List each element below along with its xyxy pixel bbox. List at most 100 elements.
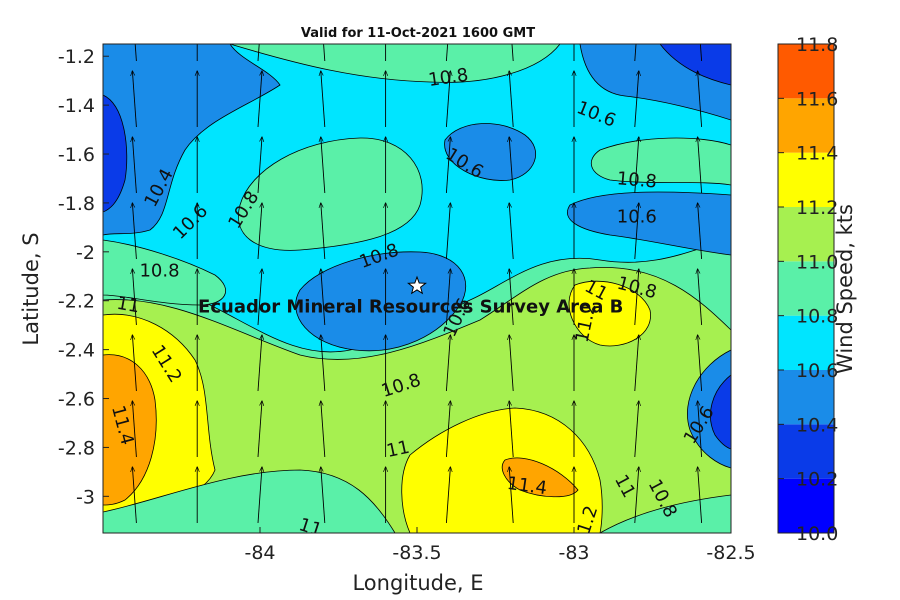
wind-arrow xyxy=(698,335,703,392)
wind-arrow xyxy=(323,44,326,62)
wind-arrow xyxy=(321,71,326,128)
wind-arrow xyxy=(257,137,262,194)
contour-fill-10-4-c xyxy=(444,123,536,181)
y-axis-ticks: -1.2 -1.4 -1.6 -1.8 -2 -2.2 -2.4 -2.6 -2.8 -3 xyxy=(58,46,109,508)
colorbar-tick-label: 11.4 xyxy=(796,143,838,165)
contour-label: 10.8 xyxy=(616,168,658,192)
location-star-marker xyxy=(407,275,427,295)
contour-fill-11-4-a xyxy=(103,354,157,506)
wind-arrow xyxy=(445,467,450,524)
colorbar-segment xyxy=(778,44,834,99)
survey-area-annotation: Ecuador Mineral Resources Survey Area B xyxy=(198,297,623,318)
y-tick-label: -1.2 xyxy=(58,46,95,68)
wind-arrow xyxy=(509,335,514,392)
colorbar-tick-label: 10.2 xyxy=(796,469,838,491)
wind-arrow xyxy=(445,71,450,128)
x-tick-label: -84 xyxy=(244,542,275,564)
wind-arrow xyxy=(634,44,637,62)
contour-label: 11 xyxy=(115,293,141,318)
colorbar-segment xyxy=(778,207,834,262)
colorbar-segment xyxy=(778,98,834,153)
wind-arrow xyxy=(321,137,326,194)
wind-arrow xyxy=(321,269,326,326)
colorbar-tick-label: 11.2 xyxy=(796,197,838,219)
wind-arrow xyxy=(634,335,639,392)
x-tick-label: -82.5 xyxy=(706,542,755,564)
colorbar-tick-label: 10.0 xyxy=(796,523,838,545)
contour-plot-area: 10.810.610.6 10.810.610.410.6 10.810.810.8… xyxy=(103,44,731,541)
wind-arrow-field xyxy=(132,44,703,524)
wind-arrow xyxy=(445,335,450,392)
wind-arrow xyxy=(509,467,514,524)
wind-arrow xyxy=(445,137,450,194)
colorbar-tick-label: 11.0 xyxy=(796,251,838,273)
wind-arrow xyxy=(698,137,703,194)
wind-arrow xyxy=(132,467,137,524)
contour-fill-10-4-a xyxy=(103,44,281,236)
wind-arrow xyxy=(132,269,137,326)
wind-arrow xyxy=(509,401,514,458)
contour-label: 11 xyxy=(296,514,324,541)
y-tick-label: -2.8 xyxy=(58,437,95,459)
wind-arrow xyxy=(257,44,260,62)
wind-arrow xyxy=(132,71,137,128)
y-tick-label: -3 xyxy=(76,486,95,508)
x-tick-label: -83.5 xyxy=(392,542,441,564)
chart-title: Valid for 11-Oct-2021 1600 GMT xyxy=(301,26,535,41)
wind-arrow xyxy=(634,269,639,326)
wind-arrow xyxy=(321,335,326,392)
wind-arrow xyxy=(634,203,639,260)
y-tick-label: -2.6 xyxy=(58,389,95,411)
wind-arrow xyxy=(445,203,450,260)
wind-arrow xyxy=(509,269,514,326)
colorbar-tick-label: 11.8 xyxy=(796,34,838,56)
colorbar-label: Wind Speed, kts xyxy=(833,204,857,374)
contour-fill-10-2-a xyxy=(103,94,128,213)
wind-arrow xyxy=(257,203,262,260)
wind-arrow xyxy=(134,44,137,62)
colorbar-tick-label: 10.4 xyxy=(796,414,838,436)
contour-label: 10.8 xyxy=(139,260,179,281)
wind-arrow xyxy=(257,269,262,326)
wind-arrow xyxy=(445,269,450,326)
y-tick-label: -2.2 xyxy=(58,291,95,313)
colorbar-segment xyxy=(778,478,834,533)
colorbar: 10.0 10.2 10.4 10.6 10.8 11.0 11.2 11.4 11.6 11.8 xyxy=(777,34,838,545)
wind-arrow xyxy=(132,203,137,260)
wind-arrow xyxy=(634,71,639,128)
wind-arrow xyxy=(321,203,326,260)
x-axis-ticks: -84 -83.5 -83 -82.5 xyxy=(244,527,756,564)
wind-arrow xyxy=(509,203,514,260)
wind-arrow xyxy=(257,335,262,392)
x-axis-label: Longitude, E xyxy=(352,571,483,595)
wind-arrow xyxy=(699,44,703,62)
contour-fill-10-8-b xyxy=(229,44,561,83)
colorbar-segment xyxy=(778,370,834,425)
colorbar-tick-label: 10.8 xyxy=(796,306,838,328)
y-tick-label: -1.8 xyxy=(58,193,95,215)
colorbar-tick-label: 11.6 xyxy=(796,88,838,110)
wind-arrow xyxy=(257,467,262,524)
contour-fill-10-8-c xyxy=(590,137,731,186)
wind-arrow xyxy=(321,401,326,458)
contour-fill-10-4-e xyxy=(567,191,731,256)
wind-arrow xyxy=(698,467,703,524)
wind-arrow xyxy=(257,71,262,128)
y-tick-label: -1.6 xyxy=(58,144,95,166)
wind-arrow xyxy=(445,401,450,458)
colorbar-segment xyxy=(778,424,834,479)
y-axis-label: Latitude, S xyxy=(19,232,43,345)
wind-arrow xyxy=(257,401,262,458)
colorbar-segment xyxy=(778,152,834,207)
wind-arrow xyxy=(132,401,137,458)
wind-arrow xyxy=(509,137,514,194)
colorbar-tick-label: 10.6 xyxy=(796,360,838,382)
x-tick-label: -83 xyxy=(558,542,589,564)
contour-fill-10-8-a xyxy=(238,137,423,251)
contour-fill-10-2-c xyxy=(710,374,731,450)
wind-arrow xyxy=(511,44,514,62)
wind-arrow xyxy=(132,335,137,392)
wind-arrow xyxy=(698,269,703,326)
colorbar-frame xyxy=(777,43,835,534)
